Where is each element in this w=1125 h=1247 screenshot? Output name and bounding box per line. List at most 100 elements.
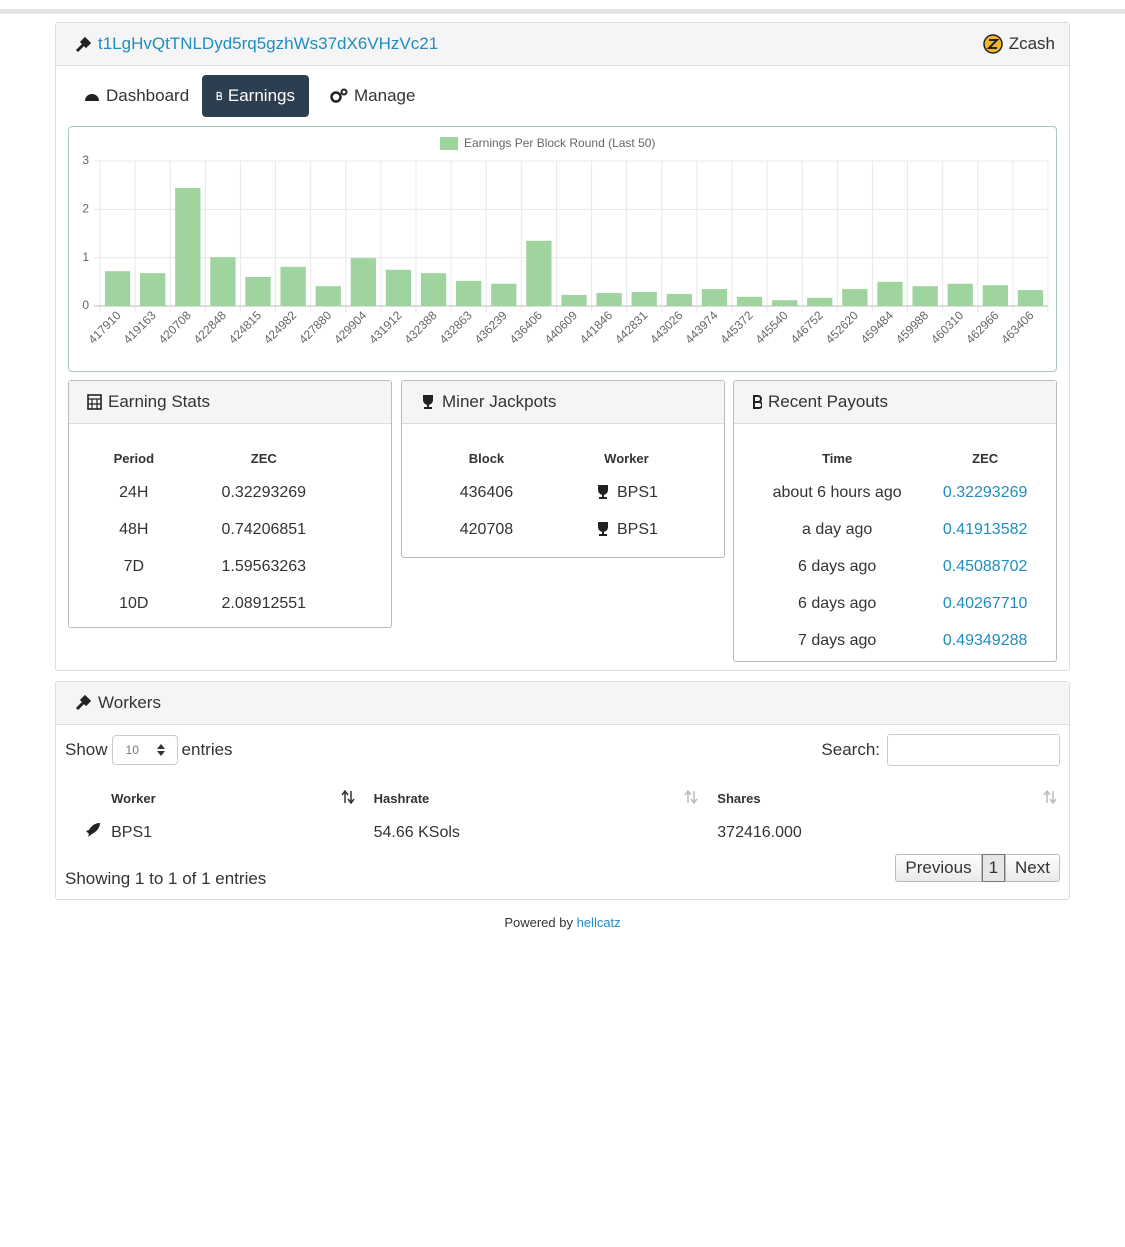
icon-shape xyxy=(341,790,355,804)
top-bar xyxy=(0,9,1125,14)
cell-text: BPS1 xyxy=(616,483,658,501)
x-tick-label: 459484 xyxy=(858,308,896,346)
icon-col xyxy=(56,782,110,814)
header-row: Time ZEC xyxy=(748,442,1044,474)
x-tick-label: 441846 xyxy=(577,308,615,346)
bar xyxy=(631,291,657,306)
x-tick-label: 463406 xyxy=(998,308,1036,346)
bar xyxy=(104,271,131,306)
bar xyxy=(807,297,833,306)
cell-text: 48H xyxy=(119,520,149,538)
tab-label: Manage xyxy=(354,86,416,105)
cell: 6 days ago xyxy=(748,548,926,585)
panel-title: Recent Payouts xyxy=(768,392,889,411)
cell-text[interactable]: 0.41913582 xyxy=(942,520,1028,538)
bar xyxy=(666,293,692,306)
coin-name: Zcash xyxy=(1008,33,1055,53)
cell-text: a day ago xyxy=(801,520,873,538)
legend-swatch xyxy=(440,137,458,150)
bar xyxy=(350,258,376,306)
page-button[interactable]: 1 xyxy=(981,854,1006,882)
cell: 2.08912551 xyxy=(177,585,351,622)
x-tick-label: 427880 xyxy=(296,308,334,346)
show-label: Show xyxy=(65,740,108,759)
cell: 24H xyxy=(91,474,177,511)
jackpots-table: Block Worker 436406 BPS1 420708 BPS1 xyxy=(422,442,702,548)
x-tick-label: 420708 xyxy=(156,308,194,346)
cell: 0.41913582 xyxy=(926,511,1044,548)
row: 10D 2.08912551 xyxy=(91,585,351,622)
address-link[interactable]: t1LgHvQtTNLDyd5rq5gzhWs37dX6VHzVc21 xyxy=(98,34,439,53)
dashboard-icon xyxy=(85,94,99,101)
column-header: Period xyxy=(113,450,155,466)
bar xyxy=(947,283,973,306)
cell: 0.32293269 xyxy=(926,474,1044,511)
x-tick-label: 440609 xyxy=(542,308,580,346)
column-header[interactable]: Shares xyxy=(716,782,1069,814)
cell: 6 days ago xyxy=(748,585,926,622)
row: BPS1 54.66 KSols 372416.000 xyxy=(56,814,1069,851)
cell-text[interactable]: 0.32293269 xyxy=(942,483,1028,501)
panel-header: Earning Stats xyxy=(69,381,391,424)
sort-icon xyxy=(684,790,698,804)
column-label: Hashrate xyxy=(373,790,430,806)
column-header[interactable]: Hashrate xyxy=(373,782,717,814)
search-input[interactable] xyxy=(887,734,1060,766)
length-select[interactable]: 10 xyxy=(111,735,178,765)
cell-text[interactable]: 0.49349288 xyxy=(942,631,1028,649)
icon-shape xyxy=(86,823,101,837)
main-panel: t1LgHvQtTNLDyd5rq5gzhWs37dX6VHzVc21 Zcas… xyxy=(55,22,1070,671)
bar xyxy=(491,283,517,306)
column-header: Worker xyxy=(604,450,649,466)
bitcoin-icon xyxy=(216,91,222,101)
cell-text: 420708 xyxy=(459,520,514,538)
cell-text[interactable]: 0.40267710 xyxy=(942,594,1028,612)
panel-title: Workers xyxy=(98,693,161,712)
tab[interactable]: Dashboard xyxy=(70,75,203,117)
calc-icon xyxy=(87,394,102,410)
x-tick-label: 424815 xyxy=(226,308,264,346)
bar xyxy=(526,240,552,306)
row: 7 days ago 0.49349288 xyxy=(748,622,1044,659)
x-tick-label: 462966 xyxy=(963,308,1001,346)
cell: 372416.000 xyxy=(717,823,802,841)
bar xyxy=(456,280,482,306)
x-tick-label: 432863 xyxy=(437,308,475,346)
cell-text: 10D xyxy=(119,594,149,612)
cogs-icon xyxy=(330,88,348,103)
row: 7D 1.59563263 xyxy=(91,548,351,585)
footer: Powered by hellcatz xyxy=(0,915,1125,930)
panel-title: Earning Stats xyxy=(108,392,211,411)
column-header[interactable]: Worker xyxy=(110,782,373,814)
page-button[interactable]: Previous xyxy=(895,854,982,882)
bar xyxy=(315,286,341,306)
panel-title: Miner Jackpots xyxy=(442,392,557,411)
tab-active[interactable]: Earnings xyxy=(202,75,309,117)
earning-stats-panel: Earning Stats Period ZEC 24H 0.32293269 48H 0… xyxy=(68,380,392,628)
y-tick-label: 1 xyxy=(82,250,89,264)
x-tick-label: 432388 xyxy=(401,308,439,346)
jackpots-panel: Miner Jackpots Block Worker 436406 BPS1 4207… xyxy=(401,380,725,558)
bar xyxy=(842,289,868,306)
panel-header: t1LgHvQtTNLDyd5rq5gzhWs37dX6VHzVc21 Zcas… xyxy=(56,23,1069,66)
page-button[interactable]: Next xyxy=(1005,854,1060,882)
y-tick-label: 2 xyxy=(82,202,89,216)
tab[interactable]: Manage xyxy=(316,75,429,117)
cell: a day ago xyxy=(748,511,926,548)
x-tick-label: 431912 xyxy=(366,308,404,346)
cell: 54.66 KSols xyxy=(373,823,460,841)
column-header: ZEC xyxy=(250,450,277,466)
cell-text: 0.74206851 xyxy=(221,520,307,538)
tab-label: Earnings xyxy=(227,86,295,105)
cell: 7D xyxy=(91,548,177,585)
cell-text[interactable]: 0.45088702 xyxy=(942,557,1028,575)
footer-link[interactable]: hellcatz xyxy=(576,915,621,930)
cell-text: 436406 xyxy=(459,483,514,501)
bar xyxy=(982,285,1008,306)
column-header: Block xyxy=(468,450,505,466)
x-tick-label: 460310 xyxy=(928,308,966,346)
trophy-icon xyxy=(423,395,433,409)
panel-header: Workers xyxy=(56,682,1069,725)
row: a day ago 0.41913582 xyxy=(748,511,1044,548)
